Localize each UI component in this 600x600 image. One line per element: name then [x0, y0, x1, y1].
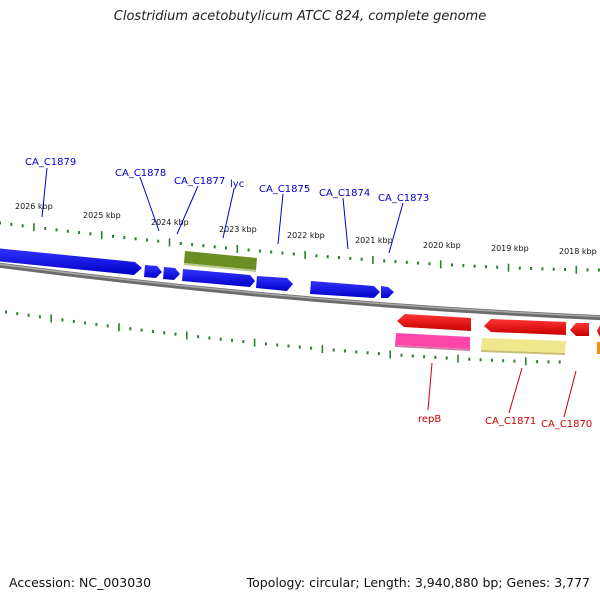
label-CA_C1871: CA_C1871 — [485, 416, 536, 427]
gene-forward-7[interactable] — [381, 286, 394, 298]
label-CA_C1875: CA_C1875 — [259, 184, 310, 195]
kbp-label-2025: 2025 kbp — [83, 211, 121, 220]
gene-forward-4[interactable] — [182, 269, 255, 287]
gene-forward-2[interactable] — [144, 265, 162, 278]
forward-labels: CA_C1879 CA_C1878 CA_C1877 lyc CA_C1875 … — [25, 157, 429, 254]
feature-repB-pink[interactable] — [395, 333, 470, 349]
kbp-label-2023: 2023 kbp — [219, 225, 257, 234]
kbp-label-2020: 2020 kbp — [423, 241, 461, 250]
label-CA_C1877: CA_C1877 — [174, 176, 225, 187]
gene-forward-1[interactable] — [0, 248, 142, 275]
label-CA_C1874: CA_C1874 — [319, 188, 370, 199]
reverse-genes — [397, 314, 600, 337]
label-CA_C1878: CA_C1878 — [115, 168, 166, 179]
kbp-label-2024: 2024 kbp — [151, 218, 189, 227]
genome-stats-text: Topology: circular; Length: 3,940,880 bp… — [246, 575, 590, 590]
label-repB: repB — [418, 414, 441, 425]
gene-forward-5[interactable] — [256, 276, 293, 291]
gene-reverse-CA_C1871[interactable] — [484, 319, 566, 335]
label-CA_C1873: CA_C1873 — [378, 193, 429, 204]
kbp-label-2018: 2018 kbp — [559, 247, 597, 256]
gene-reverse-repB[interactable] — [397, 314, 471, 331]
kbp-label-2019: 2019 kbp — [491, 244, 529, 253]
forward-genes — [0, 248, 394, 298]
feature-khaki[interactable] — [481, 338, 566, 353]
kbp-label-2026: 2026 kbp — [15, 202, 53, 211]
kbp-labels: 2026 kbp 2025 kbp 2024 kbp 2023 kbp 2022… — [15, 202, 597, 256]
feature-lyc[interactable] — [184, 251, 257, 270]
kbp-label-2022: 2022 kbp — [287, 231, 325, 240]
upper-kbp-ticks — [0, 221, 600, 274]
gene-reverse-edge[interactable] — [597, 325, 600, 337]
gene-reverse-CA_C1870[interactable] — [570, 323, 589, 336]
reverse-labels: repB CA_C1871 CA_C1870 — [418, 362, 592, 430]
label-CA_C1879: CA_C1879 — [25, 157, 76, 168]
genome-backbone — [0, 262, 600, 321]
gene-forward-3[interactable] — [163, 267, 180, 280]
label-lyc: lyc — [230, 179, 244, 190]
page-title: Clostridium acetobutylicum ATCC 824, com… — [113, 9, 487, 24]
feature-orange[interactable] — [597, 342, 600, 354]
label-CA_C1870: CA_C1870 — [541, 419, 592, 430]
lower-kbp-ticks — [5, 310, 561, 366]
accession-text: Accession: NC_003030 — [9, 575, 152, 590]
kbp-label-2021: 2021 kbp — [355, 236, 393, 245]
gene-forward-6[interactable] — [310, 281, 380, 298]
